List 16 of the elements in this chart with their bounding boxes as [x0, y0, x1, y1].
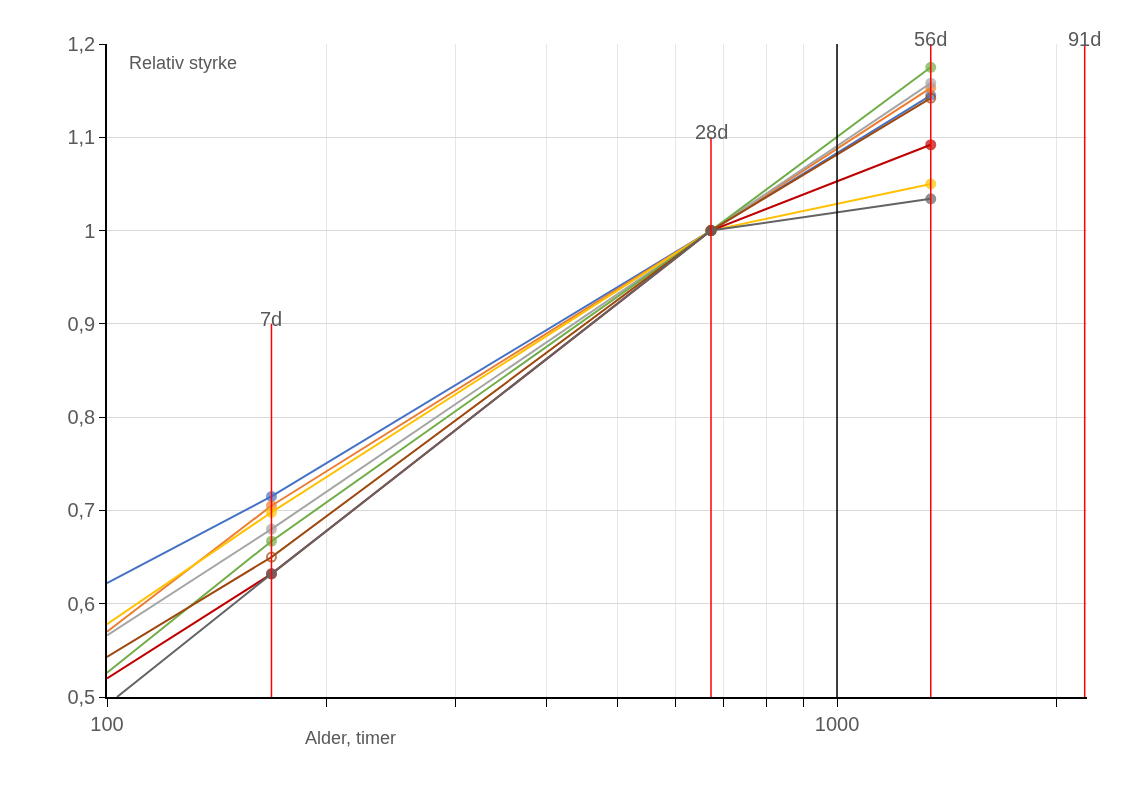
x-tick-label: 100 — [90, 712, 124, 735]
x-axis-title: Alder, timer — [305, 728, 397, 748]
x-tick-label: 1000 — [814, 712, 860, 735]
ref-line-label: 91d — [1068, 28, 1102, 50]
y-tick-label: 1 — [84, 219, 96, 242]
ref-line-label: 56d — [914, 28, 948, 50]
y-tick-label: 0,9 — [67, 312, 96, 335]
y-tick-label: 0,6 — [67, 592, 96, 615]
ref-line-label: 7d — [260, 308, 283, 330]
ref-line-label: 28d — [695, 121, 729, 143]
y-axis-title: Relativ styrke — [129, 53, 238, 73]
y-tick-label: 1,1 — [67, 126, 96, 149]
y-tick-label: 0,5 — [67, 686, 96, 708]
y-tick-label: 1,2 — [67, 33, 96, 55]
y-tick-label: 0,8 — [67, 406, 96, 429]
y-tick-label: 0,7 — [67, 499, 96, 522]
